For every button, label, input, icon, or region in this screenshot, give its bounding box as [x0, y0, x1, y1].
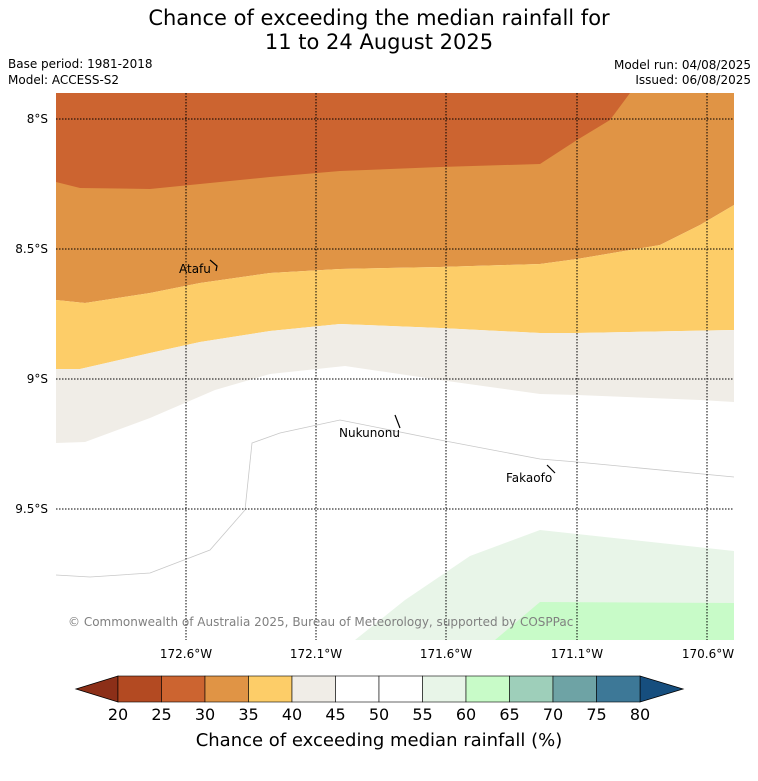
colorbar-under-arrow — [74, 675, 119, 703]
colorbar-over-arrow — [639, 675, 685, 703]
colorbar-segment — [422, 675, 467, 703]
issued-label: Issued: 06/08/2025 — [635, 73, 751, 87]
lon-label-171-1w: 171.1°W — [551, 647, 603, 661]
place-label-nukunonu: Nukunonu — [339, 426, 400, 440]
colorbar-segment — [248, 675, 293, 703]
fakaofo-outline — [546, 464, 556, 474]
lon-label-170-6w: 170.6°W — [682, 647, 734, 661]
colorbar-segment — [465, 675, 510, 703]
place-label-atafu: Atafu — [179, 262, 211, 276]
contour-25-30 — [56, 93, 630, 189]
colorbar-tick-label: 40 — [282, 705, 302, 724]
graticule — [56, 93, 734, 640]
colorbar-segment — [204, 675, 249, 703]
nukunonu-outline — [394, 414, 401, 429]
model-run-label: Model run: 04/08/2025 — [613, 58, 751, 72]
map-title-line2: 11 to 24 August 2025 — [264, 30, 494, 54]
map-title-line1: Chance of exceeding the median rainfall … — [148, 6, 610, 30]
contour-35-40 — [56, 205, 734, 369]
colorbar: 20 25 30 35 40 45 50 55 60 65 70 75 80 — [74, 675, 685, 724]
atoll-outlines — [209, 259, 556, 474]
colorbar-tick-label: 70 — [543, 705, 563, 724]
contour-60-65 — [495, 602, 734, 640]
colorbar-tick-label: 60 — [456, 705, 476, 724]
colorbar-segment — [509, 675, 554, 703]
colorbar-tick-label: 35 — [238, 705, 258, 724]
lon-label-172-6w: 172.6°W — [160, 647, 212, 661]
place-label-fakaofo: Fakaofo — [506, 471, 552, 485]
lat-label-9s: 9°S — [27, 372, 48, 386]
colorbar-segment — [291, 675, 336, 703]
colorbar-tick-label: 20 — [108, 705, 128, 724]
colorbar-tick-label: 45 — [325, 705, 345, 724]
colorbar-tick-label: 30 — [195, 705, 215, 724]
colorbar-tick-label: 80 — [630, 705, 650, 724]
lat-label-8-5s: 8.5°S — [15, 242, 48, 256]
lon-label-172-1w: 172.1°W — [290, 647, 342, 661]
colorbar-segment — [596, 675, 641, 703]
colorbar-segment — [161, 675, 206, 703]
lon-label-171-6w: 171.6°W — [420, 647, 472, 661]
colorbar-segment — [335, 675, 380, 703]
colorbar-tick-label: 50 — [369, 705, 389, 724]
contour-line-50 — [56, 419, 734, 578]
probability-contours — [56, 93, 734, 640]
colorbar-title: Chance of exceeding median rainfall (%) — [195, 730, 563, 751]
colorbar-segment — [117, 675, 162, 703]
colorbar-segment — [552, 675, 597, 703]
copyright-notice: © Commonwealth of Australia 2025, Bureau… — [68, 615, 573, 629]
colorbar-segment — [378, 675, 423, 703]
atafu-outline — [209, 259, 218, 272]
lat-label-8s: 8°S — [27, 112, 48, 126]
contour-40-45 — [56, 324, 734, 443]
model-label: Model: ACCESS-S2 — [8, 73, 120, 87]
colorbar-tick-label: 25 — [151, 705, 171, 724]
colorbar-tick-label: 65 — [499, 705, 519, 724]
lat-label-9-5s: 9.5°S — [15, 502, 48, 516]
colorbar-tick-label: 75 — [586, 705, 606, 724]
colorbar-tick-label: 55 — [412, 705, 432, 724]
base-period-label: Base period: 1981-2018 — [8, 57, 153, 71]
